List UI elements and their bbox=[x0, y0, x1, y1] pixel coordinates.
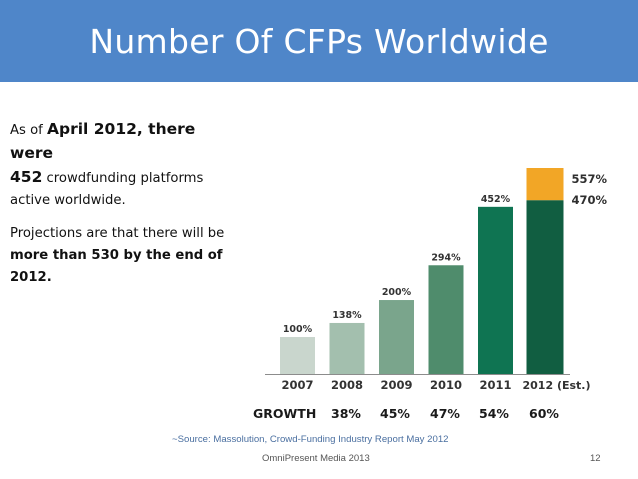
p1-highlight-count: 452 bbox=[10, 168, 43, 186]
p2-text-c: . bbox=[46, 270, 52, 285]
bar bbox=[329, 322, 365, 374]
paragraph-2: Projections are that there will be more … bbox=[10, 223, 235, 289]
value-label: 470% bbox=[572, 193, 608, 207]
slide-title: Number Of CFPs Worldwide bbox=[89, 21, 549, 61]
title-bar: Number Of CFPs Worldwide bbox=[0, 0, 638, 82]
growth-value: 54% bbox=[479, 406, 509, 421]
growth-value: 45% bbox=[380, 406, 410, 421]
p2-highlight: more than 530 by the end of 2012 bbox=[10, 248, 223, 285]
category-label: 2010 bbox=[430, 378, 462, 392]
bar bbox=[428, 265, 464, 374]
category-label: 2012 (Est.) bbox=[523, 379, 591, 392]
body-text: As of April 2012, there were 452 crowdfun… bbox=[10, 118, 235, 289]
growth-value: 60% bbox=[529, 406, 559, 421]
value-label: 138% bbox=[332, 310, 362, 321]
growth-bar-chart: 2007 100% 2008 138% 2009 200% 2010 294% 2011 452%… bbox=[265, 168, 608, 392]
category-label: 2011 bbox=[479, 378, 511, 392]
bar bbox=[379, 300, 414, 374]
p2-text-a: Projections are that there will be bbox=[10, 226, 225, 241]
p1-text-a: As of bbox=[10, 123, 47, 138]
bar bbox=[526, 200, 564, 374]
page-number: 12 bbox=[590, 453, 601, 464]
value-label: 452% bbox=[481, 194, 511, 205]
footer-text: OmniPresent Media 2013 bbox=[262, 453, 370, 464]
value-label-projection: 557% bbox=[572, 172, 608, 186]
growth-row-label: GROWTH bbox=[253, 406, 317, 421]
bar bbox=[478, 206, 513, 374]
bar bbox=[280, 337, 315, 374]
category-label: 2008 bbox=[331, 378, 363, 392]
growth-value: 47% bbox=[430, 406, 460, 421]
p1-text-d: crowdfunding platforms active worldwide. bbox=[10, 171, 204, 208]
category-label: 2009 bbox=[380, 378, 412, 392]
bar-projection-extra bbox=[526, 168, 564, 201]
source-citation: ~Source: Massolution, Crowd-Funding Indu… bbox=[172, 434, 449, 445]
p1-highlight-date: April 2012, there were bbox=[10, 120, 196, 162]
paragraph-1: As of April 2012, there were 452 crowdfun… bbox=[10, 118, 235, 212]
value-label: 100% bbox=[283, 324, 313, 335]
category-label: 2007 bbox=[281, 378, 313, 392]
growth-value: 38% bbox=[331, 406, 361, 421]
value-label: 294% bbox=[431, 252, 461, 263]
value-label: 200% bbox=[382, 287, 412, 298]
